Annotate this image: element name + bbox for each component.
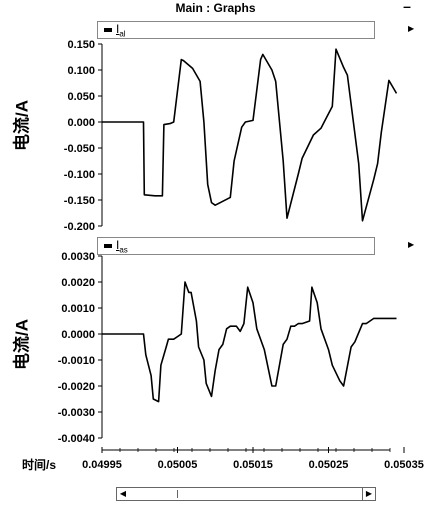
graph2-y-tick-label: 0.0000 bbox=[61, 329, 95, 341]
graph1-legend-swatch bbox=[104, 28, 112, 32]
graph1-y-tick-label: -0.050 bbox=[64, 143, 95, 155]
graph2-legend-bar[interactable]: Ias bbox=[97, 237, 375, 255]
graph2-series-line bbox=[102, 281, 397, 403]
graph2-y-tick-label: -0.0020 bbox=[58, 381, 95, 393]
graph1-legend-label[interactable]: Ial bbox=[116, 22, 126, 39]
graph1-series-line bbox=[102, 48, 398, 222]
graph1-y-tick-label: -0.200 bbox=[64, 221, 95, 233]
graph2-y-tick-label: 0.0030 bbox=[61, 251, 95, 263]
graph1-y-tick-label: 0.100 bbox=[67, 65, 95, 77]
scroll-left-arrow-icon[interactable]: ◀ bbox=[119, 489, 127, 498]
x-tick-label: 0.05005 bbox=[158, 459, 198, 471]
graph1-y-tick-label: -0.100 bbox=[64, 169, 95, 181]
graph2-y-tick-label: -0.0030 bbox=[58, 407, 95, 419]
graph2-y-tick-label: 0.0020 bbox=[61, 277, 95, 289]
scroll-thumb[interactable] bbox=[177, 490, 178, 498]
minimize-button[interactable]: – bbox=[403, 0, 411, 14]
time-scrollbar[interactable]: ◀ ▶ bbox=[116, 487, 376, 501]
window-title: Main : Graphs bbox=[175, 1, 256, 15]
graph1-menu-arrow-icon[interactable]: ▶ bbox=[408, 24, 415, 33]
graph1-y-tick-label: 0.000 bbox=[67, 117, 95, 129]
x-tick-label: 0.05015 bbox=[233, 459, 273, 471]
graph1-y-tick-label: 0.050 bbox=[67, 91, 95, 103]
x-tick-label: 0.05035 bbox=[384, 459, 424, 471]
scroll-right-arrow-icon[interactable]: ▶ bbox=[362, 488, 375, 500]
graph1-y-tick-label: -0.150 bbox=[64, 195, 95, 207]
x-tick-label: 0.05025 bbox=[309, 459, 349, 471]
graph2-legend-swatch bbox=[104, 244, 112, 248]
graph1-legend-bar[interactable]: Ial bbox=[97, 21, 375, 39]
window-title-bar: Main : Graphs – bbox=[0, 0, 431, 18]
graph2-y-tick-label: -0.0040 bbox=[58, 433, 95, 445]
graph2-y-tick-label: 0.0010 bbox=[61, 303, 95, 315]
x-axis-label: 时间/s bbox=[22, 458, 57, 472]
x-tick-label: 0.04995 bbox=[82, 459, 122, 471]
graph2-y-tick-label: -0.0010 bbox=[58, 355, 95, 367]
graph2-legend-label[interactable]: Ias bbox=[116, 238, 128, 255]
graph2-menu-arrow-icon[interactable]: ▶ bbox=[408, 240, 415, 249]
graph1-y-tick-label: 0.150 bbox=[67, 39, 95, 51]
